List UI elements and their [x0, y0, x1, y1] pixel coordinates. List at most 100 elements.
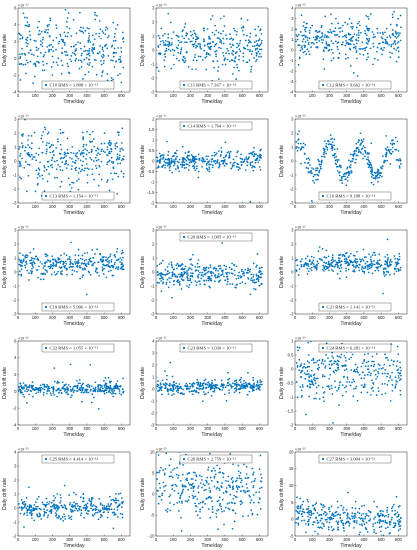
y-tick-label: -3 [13, 311, 17, 316]
data-point [189, 30, 192, 33]
data-point [224, 386, 227, 389]
data-point [300, 396, 303, 398]
data-point [192, 37, 195, 40]
data-point [48, 503, 50, 505]
data-point [338, 52, 341, 55]
data-point [186, 154, 189, 157]
data-point [188, 484, 191, 486]
data-point [184, 158, 187, 161]
data-point [343, 173, 345, 176]
data-point [82, 136, 84, 138]
data-point [213, 475, 216, 478]
data-point [352, 270, 354, 273]
data-point [334, 27, 337, 30]
data-point [87, 37, 90, 39]
data-point [345, 262, 348, 264]
data-series [18, 484, 124, 530]
data-point [112, 40, 115, 42]
data-point [391, 52, 393, 55]
x-tick-label: 600 [395, 426, 403, 431]
data-point [110, 261, 113, 263]
data-point [176, 275, 178, 278]
data-point [121, 268, 124, 271]
data-point [199, 382, 202, 385]
data-point [370, 176, 373, 178]
data-point [303, 263, 306, 266]
data-point [241, 268, 243, 271]
data-point [26, 17, 28, 19]
data-point [388, 261, 391, 264]
x-tick-label: 200 [326, 204, 334, 209]
data-point [102, 150, 105, 152]
data-point [380, 36, 383, 38]
data-point [70, 35, 73, 37]
data-point [261, 39, 263, 42]
x-tick-label: 300 [66, 426, 74, 431]
x-tick-label: 400 [221, 93, 229, 98]
data-point [82, 155, 85, 158]
data-point [389, 264, 391, 267]
data-point [236, 488, 239, 490]
data-point [345, 39, 347, 42]
data-point [252, 262, 255, 265]
data-point [209, 46, 211, 49]
data-point [338, 174, 341, 177]
data-point [26, 390, 29, 393]
data-point [356, 250, 358, 253]
data-point [301, 48, 304, 50]
data-point [205, 269, 207, 271]
data-point [91, 509, 94, 512]
y-tick-label: 0 [14, 158, 17, 163]
data-point [104, 45, 106, 48]
x-tick-label: 100 [309, 93, 317, 98]
data-point [19, 270, 21, 273]
data-point [336, 46, 339, 48]
data-point [345, 270, 347, 272]
data-point [58, 515, 61, 518]
data-point [207, 381, 209, 384]
data-point [185, 51, 188, 54]
data-point [336, 170, 339, 172]
data-point [20, 63, 23, 65]
data-point [190, 154, 193, 156]
legend-box [179, 80, 253, 90]
data-point [51, 163, 53, 166]
data-series [156, 12, 263, 82]
data-point [183, 61, 186, 64]
chart-panel: 0 100 200 300 400 500 600-2-1.5-1-0.500.511.52… [140, 115, 269, 216]
data-point [19, 164, 22, 167]
data-point [75, 58, 77, 60]
data-point [309, 267, 312, 270]
data-point [295, 141, 298, 143]
data-point [221, 242, 224, 244]
data-point [93, 178, 95, 181]
data-point [384, 369, 386, 371]
data-point [327, 260, 330, 263]
data-point [101, 46, 104, 49]
data-point [168, 161, 171, 164]
data-point [46, 384, 48, 386]
data-point [102, 273, 105, 275]
data-point [377, 371, 379, 373]
data-point [298, 44, 301, 47]
data-point [30, 259, 33, 261]
data-point [364, 267, 367, 269]
data-point [331, 137, 334, 140]
data-point [340, 267, 343, 269]
data-point [62, 520, 65, 522]
data-point [104, 151, 106, 154]
data-point [95, 59, 97, 61]
data-point [88, 499, 91, 502]
data-point [69, 388, 72, 391]
data-point [191, 390, 194, 392]
data-point [122, 392, 125, 394]
data-point [95, 149, 97, 152]
data-point [160, 40, 162, 43]
data-point [100, 142, 103, 145]
data-point [338, 277, 341, 280]
data-point [253, 279, 255, 281]
data-point [343, 254, 346, 257]
data-point [325, 354, 327, 356]
data-point [305, 26, 308, 29]
data-point [157, 34, 160, 37]
